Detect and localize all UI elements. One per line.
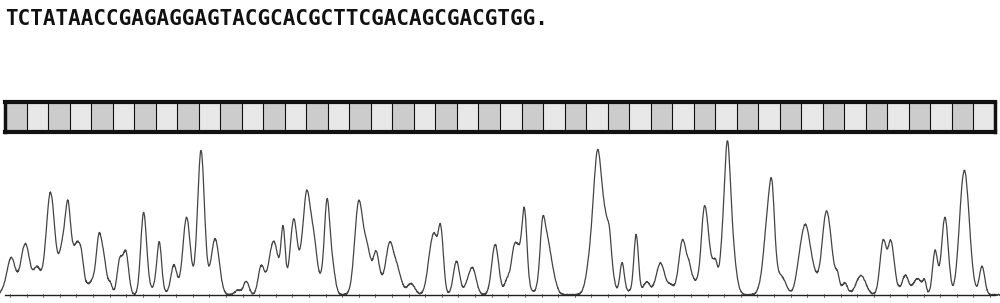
Bar <box>134 102 156 132</box>
Bar <box>866 102 887 132</box>
Bar <box>5 102 995 132</box>
Bar <box>715 102 737 132</box>
Bar <box>500 102 522 132</box>
Bar <box>758 102 780 132</box>
Bar <box>844 102 866 132</box>
Bar <box>952 102 973 132</box>
Bar <box>586 102 608 132</box>
Bar <box>392 102 414 132</box>
Bar <box>156 102 177 132</box>
Bar <box>457 102 478 132</box>
Bar <box>414 102 435 132</box>
Bar <box>478 102 500 132</box>
Bar <box>823 102 844 132</box>
Bar <box>27 102 48 132</box>
Bar <box>565 102 586 132</box>
Bar <box>371 102 392 132</box>
Bar <box>48 102 70 132</box>
Bar <box>522 102 543 132</box>
Bar <box>70 102 91 132</box>
Bar <box>199 102 220 132</box>
Bar <box>435 102 457 132</box>
Bar <box>349 102 371 132</box>
Bar <box>285 102 306 132</box>
Bar <box>629 102 651 132</box>
Bar <box>113 102 134 132</box>
Bar <box>220 102 242 132</box>
Bar <box>242 102 263 132</box>
Bar <box>263 102 285 132</box>
Bar <box>973 102 995 132</box>
Bar <box>801 102 823 132</box>
Bar <box>737 102 758 132</box>
Bar <box>694 102 715 132</box>
Bar <box>887 102 909 132</box>
Bar <box>780 102 801 132</box>
Bar <box>177 102 199 132</box>
Bar <box>91 102 113 132</box>
Bar <box>930 102 952 132</box>
Bar <box>328 102 349 132</box>
Bar <box>5 102 27 132</box>
Bar <box>608 102 629 132</box>
Bar <box>543 102 565 132</box>
Bar <box>909 102 930 132</box>
Bar <box>306 102 328 132</box>
Bar <box>672 102 694 132</box>
Text: TCTATAACCGAGAGGAGTACGCACGCTTCGACAGCGACGTGG.: TCTATAACCGAGAGGAGTACGCACGCTTCGACAGCGACGT… <box>5 9 548 29</box>
Bar <box>651 102 672 132</box>
